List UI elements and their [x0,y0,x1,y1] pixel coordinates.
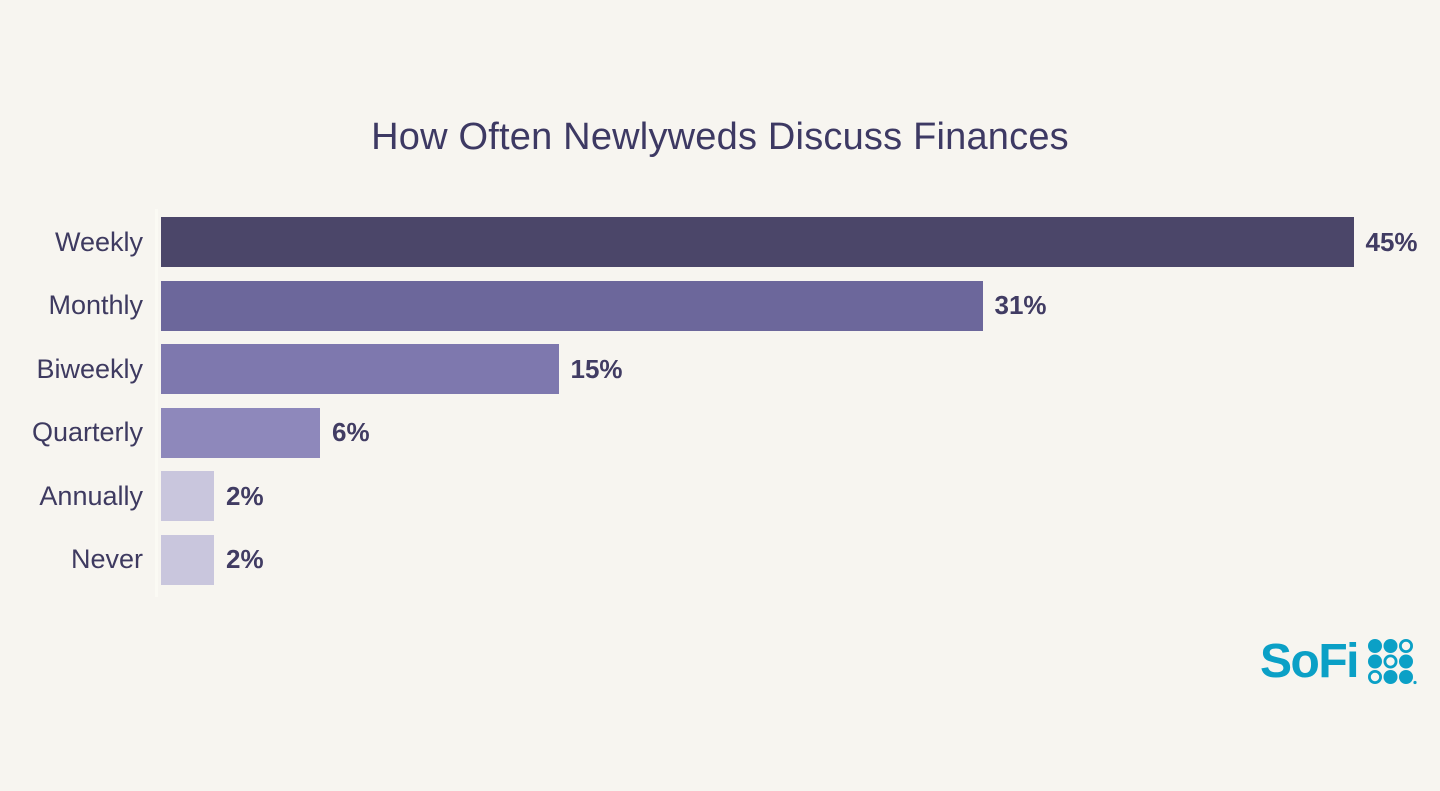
sofi-dots-icon [1368,639,1417,685]
sofi-wordmark: SoFi [1260,634,1360,688]
sofi-logo: SoFi [1260,634,1417,688]
bar-area: 45% [161,217,1418,267]
bar-area: 2% [161,534,264,585]
value-label-quarterly: 6% [332,417,370,447]
category-label-annually: Annually [39,480,143,511]
bar-area: 2% [161,471,264,521]
value-label-annually: 2% [226,480,264,511]
category-label-monthly: Monthly [48,290,143,320]
bar-monthly [161,280,983,331]
bar-quarterly [161,407,320,458]
chart-row: Never 2% [0,534,1418,585]
bar-biweekly [161,344,559,394]
category-label-weekly: Weekly [54,226,143,257]
bar-annually [161,471,214,521]
bar-area: 6% [161,407,370,458]
value-label-never: 2% [226,544,264,574]
chart-row: Monthly 31% [0,280,1418,331]
bar-weekly [161,217,1354,267]
bar-never [161,534,214,585]
bar-chart: Weekly 45% Monthly 31% Biweekly 15% Quarterly 6… [0,217,1418,585]
bar-area: 31% [161,280,1047,331]
bar-area: 15% [161,344,623,394]
category-label-never: Never [70,544,143,574]
chart-row: Annually 2% [0,471,1418,521]
category-label-quarterly: Quarterly [31,417,143,447]
chart-title: How Often Newlyweds Discuss Finances [371,116,1069,158]
value-label-weekly: 45% [1365,226,1418,257]
category-label-biweekly: Biweekly [36,353,143,384]
value-label-biweekly: 15% [570,353,623,384]
chart-row: Quarterly 6% [0,407,1418,458]
chart-row: Weekly 45% [0,217,1418,267]
y-axis-line [155,209,158,597]
chart-row: Biweekly 15% [0,344,1418,394]
value-label-monthly: 31% [994,290,1047,320]
